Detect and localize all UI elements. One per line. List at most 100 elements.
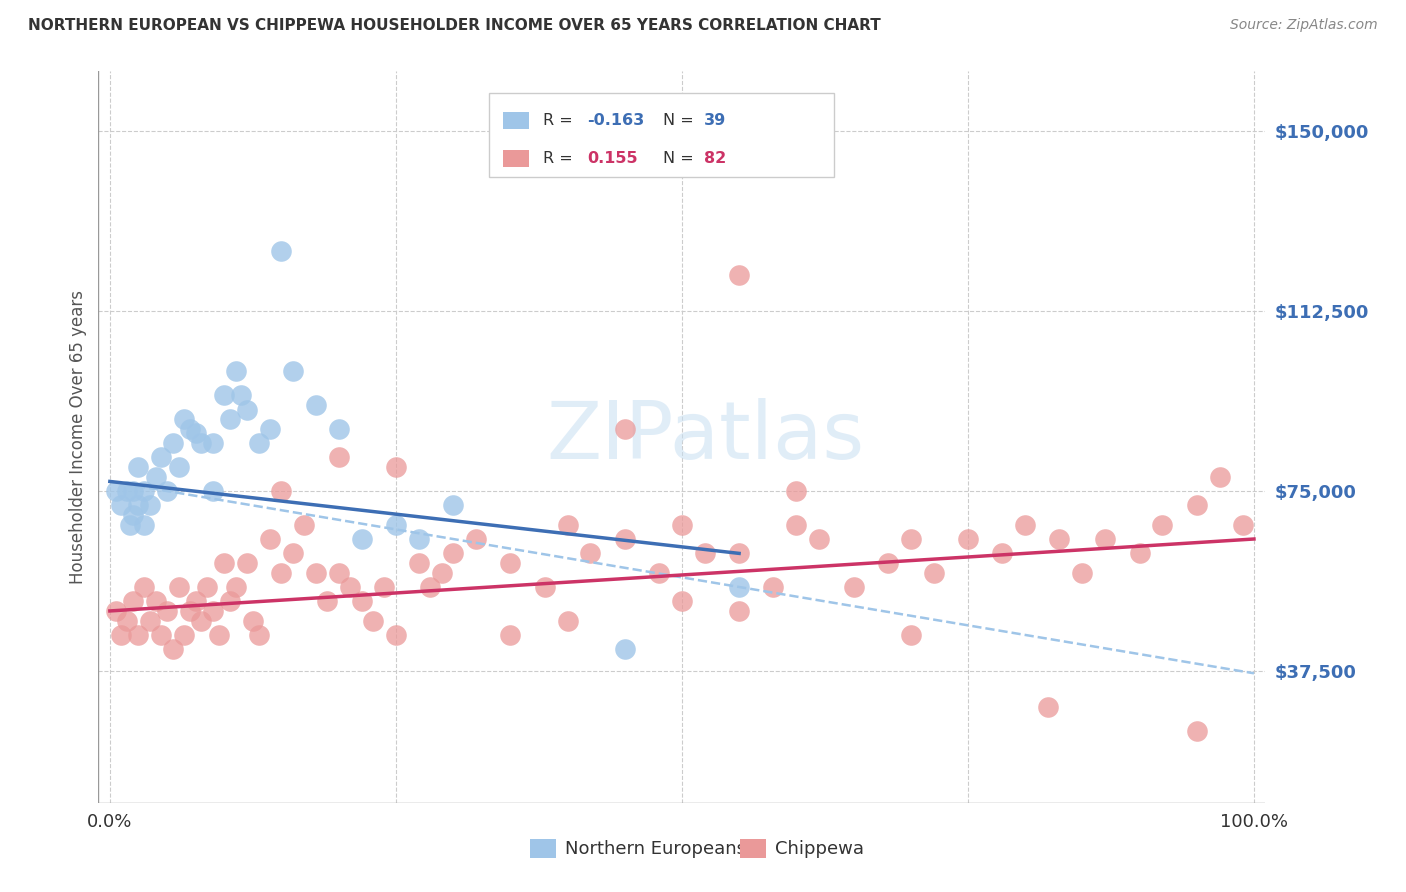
Point (156, 483, 179, 498)
Point (408, 532, 430, 546)
Point (1152, 517, 1174, 532)
Point (900, 532, 922, 546)
Point (247, 628, 270, 642)
Point (1208, 469, 1230, 483)
Point (350, 594, 373, 608)
Point (190, 614, 212, 628)
Point (214, 388, 236, 402)
Text: -0.163: -0.163 (588, 113, 644, 128)
Point (1185, 499, 1208, 513)
Point (134, 580, 156, 594)
Point (120, 517, 142, 532)
Point (1014, 517, 1036, 532)
Point (1128, 546, 1150, 560)
Text: R =: R = (543, 151, 578, 166)
Point (115, 614, 138, 628)
Point (195, 580, 218, 594)
Point (219, 412, 242, 426)
Point (922, 566, 945, 580)
Point (956, 532, 979, 546)
Point (385, 517, 408, 532)
Point (145, 469, 167, 483)
Point (671, 517, 693, 532)
Point (179, 604, 201, 618)
Text: Chippewa: Chippewa (775, 840, 865, 858)
Point (305, 398, 328, 412)
Point (127, 499, 149, 513)
Point (328, 566, 350, 580)
Point (328, 450, 350, 465)
Point (728, 546, 751, 560)
Point (728, 268, 751, 283)
Point (1185, 723, 1208, 738)
Point (762, 580, 785, 594)
Text: 39: 39 (704, 113, 727, 128)
Point (259, 422, 281, 436)
Point (808, 532, 831, 546)
Point (134, 483, 156, 498)
Y-axis label: Householder Income Over 65 years: Householder Income Over 65 years (69, 290, 87, 584)
Text: R =: R = (543, 113, 578, 128)
Point (693, 546, 716, 560)
Point (281, 546, 304, 560)
FancyBboxPatch shape (503, 112, 529, 129)
Point (259, 532, 281, 546)
Point (842, 580, 865, 594)
Point (1036, 699, 1059, 714)
Point (499, 628, 522, 642)
Point (533, 580, 555, 594)
Text: ZIPatlas: ZIPatlas (546, 398, 865, 476)
Point (173, 628, 195, 642)
Point (247, 436, 270, 450)
Point (167, 460, 190, 475)
Point (991, 546, 1014, 560)
Point (167, 580, 190, 594)
Point (430, 566, 453, 580)
Point (728, 580, 751, 594)
Point (201, 604, 224, 618)
Point (150, 450, 173, 465)
Point (579, 546, 602, 560)
Point (305, 566, 328, 580)
Point (613, 642, 636, 657)
Point (145, 594, 167, 608)
Point (292, 517, 315, 532)
Point (156, 604, 179, 618)
Point (441, 499, 464, 513)
Point (190, 436, 212, 450)
Point (184, 426, 207, 441)
Point (121, 594, 143, 608)
Point (162, 642, 184, 657)
Point (728, 604, 751, 618)
Point (110, 628, 132, 642)
Point (339, 580, 361, 594)
Point (162, 436, 184, 450)
Point (350, 532, 373, 546)
Point (225, 580, 247, 594)
Point (328, 422, 350, 436)
Point (876, 556, 898, 570)
Point (557, 517, 579, 532)
Point (361, 614, 384, 628)
Point (1049, 532, 1071, 546)
Point (127, 460, 149, 475)
Point (900, 628, 922, 642)
Point (270, 483, 292, 498)
Point (121, 483, 143, 498)
Point (127, 628, 149, 642)
Point (441, 546, 464, 560)
Point (207, 628, 229, 642)
Point (385, 628, 408, 642)
Text: NORTHERN EUROPEAN VS CHIPPEWA HOUSEHOLDER INCOME OVER 65 YEARS CORRELATION CHART: NORTHERN EUROPEAN VS CHIPPEWA HOUSEHOLDE… (28, 18, 882, 33)
Point (613, 532, 636, 546)
Point (499, 556, 522, 570)
Point (184, 594, 207, 608)
Point (1232, 517, 1254, 532)
Point (1071, 566, 1094, 580)
Point (110, 499, 132, 513)
Point (104, 483, 127, 498)
Text: Source: ZipAtlas.com: Source: ZipAtlas.com (1230, 18, 1378, 32)
FancyBboxPatch shape (503, 150, 529, 168)
Point (150, 628, 173, 642)
Text: 0.155: 0.155 (588, 151, 638, 166)
